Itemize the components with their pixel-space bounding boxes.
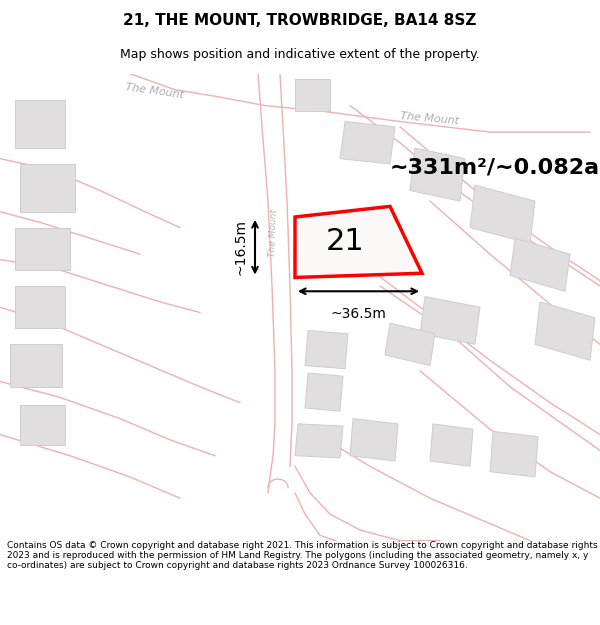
Polygon shape	[410, 148, 465, 201]
Text: ~36.5m: ~36.5m	[331, 307, 386, 321]
Polygon shape	[420, 297, 480, 344]
Polygon shape	[295, 79, 330, 111]
Text: ~331m²/~0.082ac.: ~331m²/~0.082ac.	[390, 157, 600, 177]
Polygon shape	[340, 121, 395, 164]
Text: 21, THE MOUNT, TROWBRIDGE, BA14 8SZ: 21, THE MOUNT, TROWBRIDGE, BA14 8SZ	[124, 13, 476, 28]
Polygon shape	[305, 331, 348, 369]
Text: The Mount: The Mount	[400, 111, 460, 126]
Text: 21: 21	[326, 227, 365, 256]
Polygon shape	[15, 100, 65, 148]
Text: Contains OS data © Crown copyright and database right 2021. This information is : Contains OS data © Crown copyright and d…	[7, 541, 598, 571]
Polygon shape	[510, 238, 570, 291]
Polygon shape	[10, 344, 62, 387]
Polygon shape	[295, 424, 343, 458]
Polygon shape	[490, 431, 538, 477]
Text: The Mount: The Mount	[268, 209, 278, 257]
Polygon shape	[305, 373, 343, 411]
Polygon shape	[430, 424, 473, 466]
Polygon shape	[535, 302, 595, 360]
Polygon shape	[295, 206, 422, 278]
Polygon shape	[15, 286, 65, 328]
Polygon shape	[350, 419, 398, 461]
Polygon shape	[470, 185, 535, 244]
Polygon shape	[20, 164, 75, 212]
Text: ~16.5m: ~16.5m	[233, 219, 247, 275]
Polygon shape	[385, 323, 435, 366]
Polygon shape	[15, 228, 70, 270]
Text: Map shows position and indicative extent of the property.: Map shows position and indicative extent…	[120, 48, 480, 61]
Text: The Mount: The Mount	[125, 82, 185, 100]
Polygon shape	[20, 405, 65, 445]
